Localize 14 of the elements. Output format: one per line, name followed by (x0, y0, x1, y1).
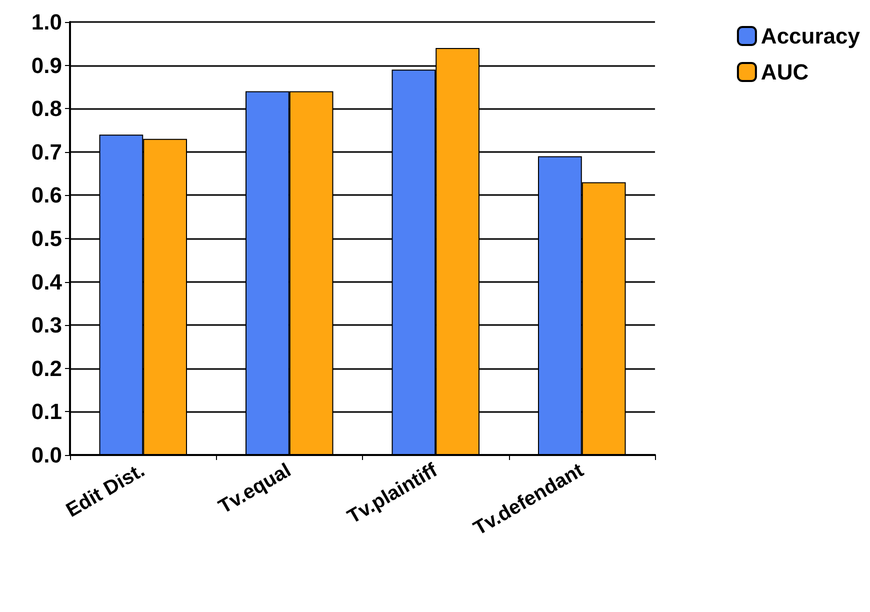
x-tick-label: Edit Dist. (62, 459, 149, 522)
y-tick-label: 0.2 (31, 356, 62, 381)
y-tick-label: 0.8 (31, 96, 62, 122)
y-tick-label: 0.0 (31, 442, 62, 468)
y-tick-label: 0.7 (31, 139, 62, 164)
y-tick-label: 0.9 (31, 52, 62, 78)
y-tick-label: 0.3 (31, 312, 62, 338)
y-tick-label: 1.0 (31, 10, 62, 34)
legend-label: Accuracy (760, 24, 861, 48)
legend-label: AUC (760, 60, 809, 84)
y-tick-label: 0.4 (31, 269, 63, 294)
y-tick-label: 0.5 (31, 226, 62, 251)
y-tick-label: 0.6 (31, 182, 62, 208)
y-tick-label: 0.1 (31, 399, 62, 424)
